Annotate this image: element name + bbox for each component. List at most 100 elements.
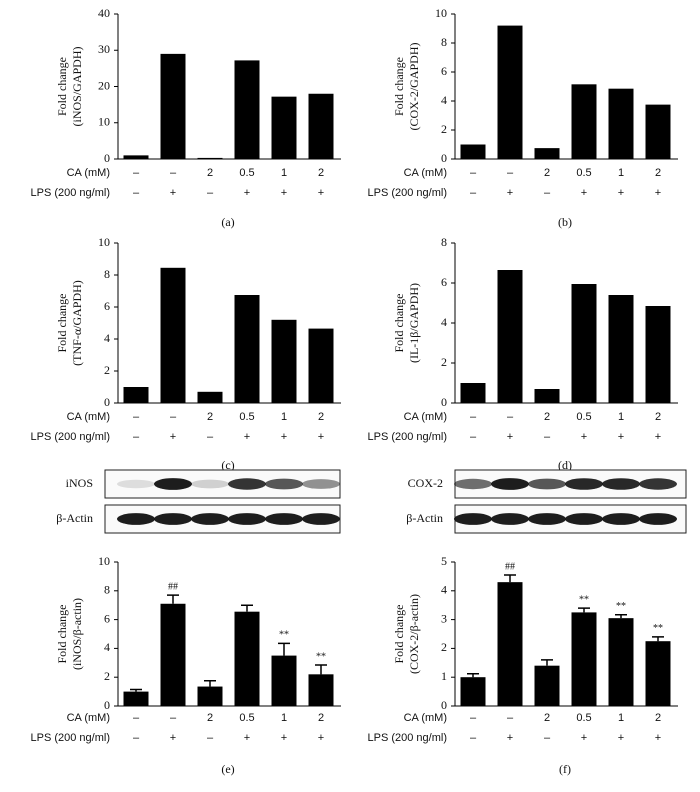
- x-tick-label: –: [507, 712, 514, 724]
- significance-label: **: [616, 601, 626, 612]
- bar: [160, 603, 186, 706]
- x-tick-label: 2: [207, 411, 213, 423]
- row-label: CA (mM): [67, 167, 110, 179]
- y-axis-label: Fold change: [392, 57, 406, 116]
- x-tick-label: 0.5: [239, 167, 254, 179]
- x-tick-label: +: [318, 187, 324, 199]
- y-tick-label: 0: [441, 395, 447, 409]
- error-bar: [130, 688, 142, 692]
- y-tick-label: 30: [98, 42, 110, 56]
- y-tick-label: 4: [104, 640, 110, 654]
- significance-label: **: [653, 623, 663, 634]
- bar: [571, 612, 597, 706]
- x-tick-label: +: [318, 732, 324, 744]
- row-label: LPS (200 ng/ml): [31, 187, 110, 199]
- x-tick-label: –: [470, 732, 477, 744]
- bar: [645, 641, 671, 706]
- error-bar: [578, 607, 590, 613]
- y-tick-label: 0: [104, 395, 110, 409]
- x-tick-label: 1: [281, 411, 287, 423]
- blot-band: [454, 513, 492, 525]
- y-tick-label: 10: [98, 554, 110, 568]
- y-axis-label: (COX-2/β-actin): [407, 594, 421, 674]
- x-tick-label: –: [207, 187, 214, 199]
- blot-band: [602, 478, 640, 490]
- bar: [123, 387, 149, 403]
- x-tick-label: –: [470, 411, 477, 423]
- y-tick-label: 2: [441, 122, 447, 136]
- y-tick-label: 3: [441, 611, 447, 625]
- x-tick-label: –: [133, 732, 140, 744]
- blot-band: [154, 478, 192, 490]
- bar: [308, 93, 334, 159]
- x-tick-label: 1: [618, 411, 624, 423]
- row-label: CA (mM): [404, 411, 447, 423]
- x-tick-label: +: [655, 732, 661, 744]
- bar: [608, 295, 634, 403]
- x-tick-label: +: [318, 431, 324, 443]
- y-tick-label: 8: [441, 235, 447, 249]
- row-label: LPS (200 ng/ml): [31, 732, 110, 744]
- bar: [608, 88, 634, 159]
- x-tick-label: 0.5: [576, 411, 591, 423]
- x-tick-label: 1: [281, 712, 287, 724]
- y-axis-label: (COX-2/GAPDH): [407, 43, 421, 131]
- panel-label: (c): [221, 458, 234, 472]
- bar: [534, 665, 560, 706]
- blot-band: [117, 479, 155, 489]
- blot-band: [454, 478, 492, 490]
- x-tick-label: +: [507, 187, 513, 199]
- x-tick-label: 2: [655, 712, 661, 724]
- y-axis-label: (iNOS/β-actin): [70, 598, 84, 670]
- bar: [308, 328, 334, 403]
- error-bar: [167, 594, 179, 604]
- y-axis-label: Fold change: [55, 294, 69, 353]
- x-tick-label: +: [281, 431, 287, 443]
- bar: [497, 270, 523, 403]
- x-tick-label: +: [655, 431, 661, 443]
- bar: [160, 53, 186, 159]
- x-tick-label: +: [281, 732, 287, 744]
- y-axis-label: Fold change: [55, 605, 69, 664]
- x-tick-label: 2: [207, 167, 213, 179]
- x-tick-label: –: [507, 411, 514, 423]
- bar: [234, 60, 260, 159]
- y-tick-label: 8: [104, 267, 110, 281]
- x-tick-label: –: [507, 167, 514, 179]
- x-tick-label: 1: [618, 712, 624, 724]
- blot-band: [228, 513, 266, 525]
- panel-label: (d): [558, 458, 572, 472]
- blot-band: [639, 513, 677, 525]
- error-bar: [204, 680, 216, 687]
- y-tick-label: 20: [98, 78, 110, 92]
- y-tick-label: 6: [441, 64, 447, 78]
- bar: [534, 389, 560, 403]
- x-tick-label: +: [244, 732, 250, 744]
- blot-band: [639, 478, 677, 490]
- y-tick-label: 8: [104, 583, 110, 597]
- x-tick-label: +: [170, 732, 176, 744]
- blot-band: [528, 478, 566, 490]
- panel-label: (f): [559, 762, 571, 776]
- x-tick-label: –: [544, 431, 551, 443]
- x-tick-label: +: [581, 431, 587, 443]
- row-label: LPS (200 ng/ml): [368, 187, 447, 199]
- y-axis-label: (IL-1β/GAPDH): [407, 283, 421, 363]
- blot-band: [491, 478, 529, 490]
- x-tick-label: –: [133, 411, 140, 423]
- y-tick-label: 10: [98, 115, 110, 129]
- x-tick-label: +: [581, 187, 587, 199]
- x-tick-label: +: [618, 187, 624, 199]
- x-tick-label: +: [655, 187, 661, 199]
- x-tick-label: –: [133, 712, 140, 724]
- y-axis-label: Fold change: [392, 605, 406, 664]
- bar: [571, 84, 597, 159]
- blot-label: β-Actin: [406, 511, 443, 525]
- x-tick-label: –: [170, 167, 177, 179]
- error-bar: [615, 613, 627, 619]
- bar: [197, 157, 223, 159]
- y-tick-label: 4: [104, 331, 110, 345]
- bar: [123, 155, 149, 159]
- blot-band: [602, 513, 640, 525]
